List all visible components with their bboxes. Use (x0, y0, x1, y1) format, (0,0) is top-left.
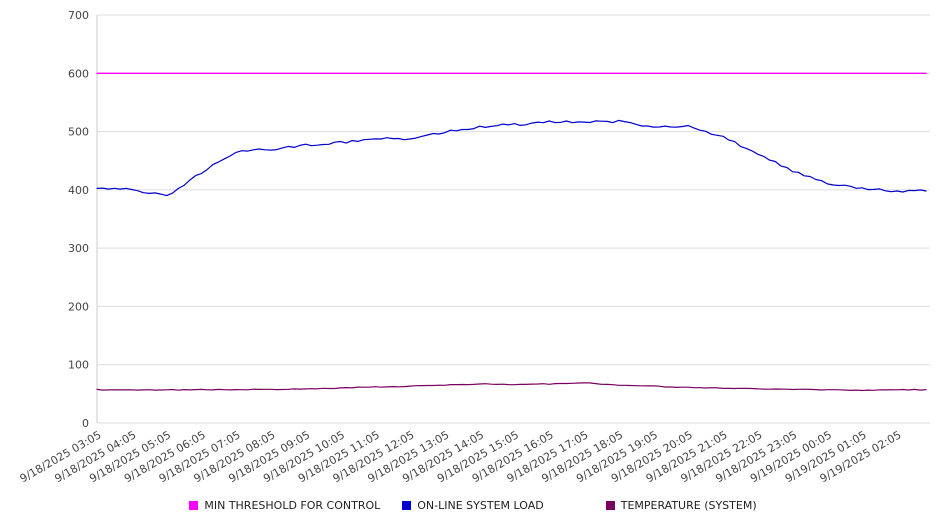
legend-label-temperature: TEMPERATURE (SYSTEM) (620, 499, 757, 512)
legend-swatch-min-threshold-icon (189, 501, 199, 510)
y-tick-label: 300 (68, 242, 89, 255)
legend-swatch-temperature-icon (605, 501, 615, 510)
y-tick-label: 700 (68, 9, 89, 22)
legend-swatch-system-load-icon (402, 501, 412, 510)
y-tick-label: 500 (68, 126, 89, 139)
y-tick-label: 0 (82, 417, 89, 430)
legend-label-min-threshold: MIN THRESHOLD FOR CONTROL (204, 499, 381, 512)
y-tick-label: 100 (68, 359, 89, 372)
legend-label-system-load: ON-LINE SYSTEM LOAD (417, 499, 544, 512)
y-tick-label: 600 (68, 67, 89, 80)
y-tick-label: 400 (68, 184, 89, 197)
legend-item-min-threshold[interactable]: MIN THRESHOLD FOR CONTROL (189, 499, 380, 512)
series-line-2 (96, 382, 927, 392)
chart-legend: MIN THRESHOLD FOR CONTROL ON-LINE SYSTEM… (0, 499, 946, 512)
legend-item-system-load[interactable]: ON-LINE SYSTEM LOAD (402, 499, 544, 512)
series-line-1 (96, 119, 927, 197)
y-tick-label: 200 (68, 300, 89, 313)
legend-item-temperature[interactable]: TEMPERATURE (SYSTEM) (605, 499, 757, 512)
